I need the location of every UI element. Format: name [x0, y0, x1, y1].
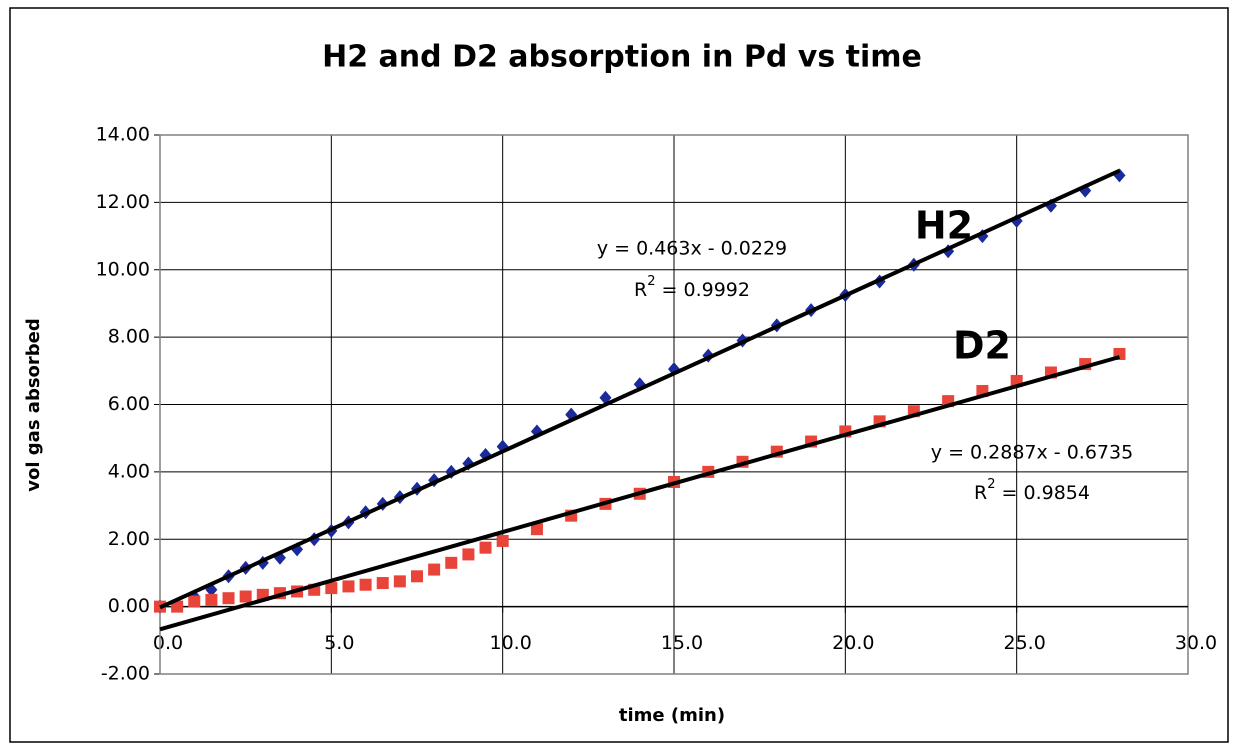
point — [188, 595, 201, 608]
y-tick-label: 4.00 — [108, 460, 150, 482]
trendline — [159, 168, 1121, 610]
y-tick-label: 2.00 — [108, 528, 150, 550]
point — [411, 570, 423, 583]
x-tick-label: 15.0 — [661, 632, 703, 654]
trendline — [159, 355, 1121, 632]
y-tick-label: 0.00 — [108, 595, 150, 617]
chart-frame — [9, 7, 1229, 743]
y-tick-label: 8.00 — [108, 326, 150, 348]
point — [393, 575, 406, 588]
x-axis-title: time (min) — [619, 705, 725, 726]
r-value: = 0.9992 — [656, 279, 750, 301]
x-tick-label: 5.0 — [324, 632, 354, 654]
r-squared: R2 = 0.9992 — [634, 274, 750, 301]
point — [445, 556, 458, 569]
point — [376, 577, 389, 590]
x-tick-label: 25.0 — [1004, 632, 1046, 654]
point — [171, 600, 184, 613]
y-tick-label: 14.00 — [96, 124, 150, 146]
y-tick-label: 6.00 — [108, 393, 150, 415]
point — [530, 523, 543, 536]
y-axis-title: vol gas absorbed — [23, 318, 44, 492]
point — [428, 563, 441, 576]
point — [205, 593, 218, 606]
series-label: D2 — [953, 324, 1011, 368]
y-tick-label: -2.00 — [101, 663, 150, 685]
series-label: H2 — [915, 204, 973, 248]
x-tick-label: 10.0 — [490, 632, 532, 654]
trendline-equation: y = 0.463x - 0.0229 — [597, 238, 787, 260]
trendline-equation: y = 0.2887x - 0.6735 — [931, 442, 1133, 464]
point — [222, 592, 235, 605]
r-squared: R2 = 0.9854 — [974, 477, 1090, 504]
chart-title: H2 and D2 absorption in Pd vs time — [322, 40, 922, 75]
y-tick-label: 10.00 — [96, 258, 150, 280]
point — [342, 580, 355, 593]
y-tick-label: 12.00 — [96, 191, 150, 213]
point — [239, 590, 252, 603]
r-symbol: R — [634, 279, 647, 301]
point — [359, 578, 372, 591]
x-tick-label: 20.0 — [832, 632, 874, 654]
r-exponent: 2 — [647, 274, 655, 289]
r-symbol: R — [974, 482, 987, 504]
point — [462, 548, 475, 561]
point — [325, 582, 338, 595]
point — [496, 534, 509, 547]
r-value: = 0.9854 — [996, 482, 1090, 504]
plot-border — [159, 134, 1189, 675]
r-exponent: 2 — [987, 477, 995, 492]
x-tick-label: 0.0 — [153, 632, 183, 654]
x-tick-label: 30.0 — [1175, 632, 1217, 654]
point — [479, 541, 492, 554]
